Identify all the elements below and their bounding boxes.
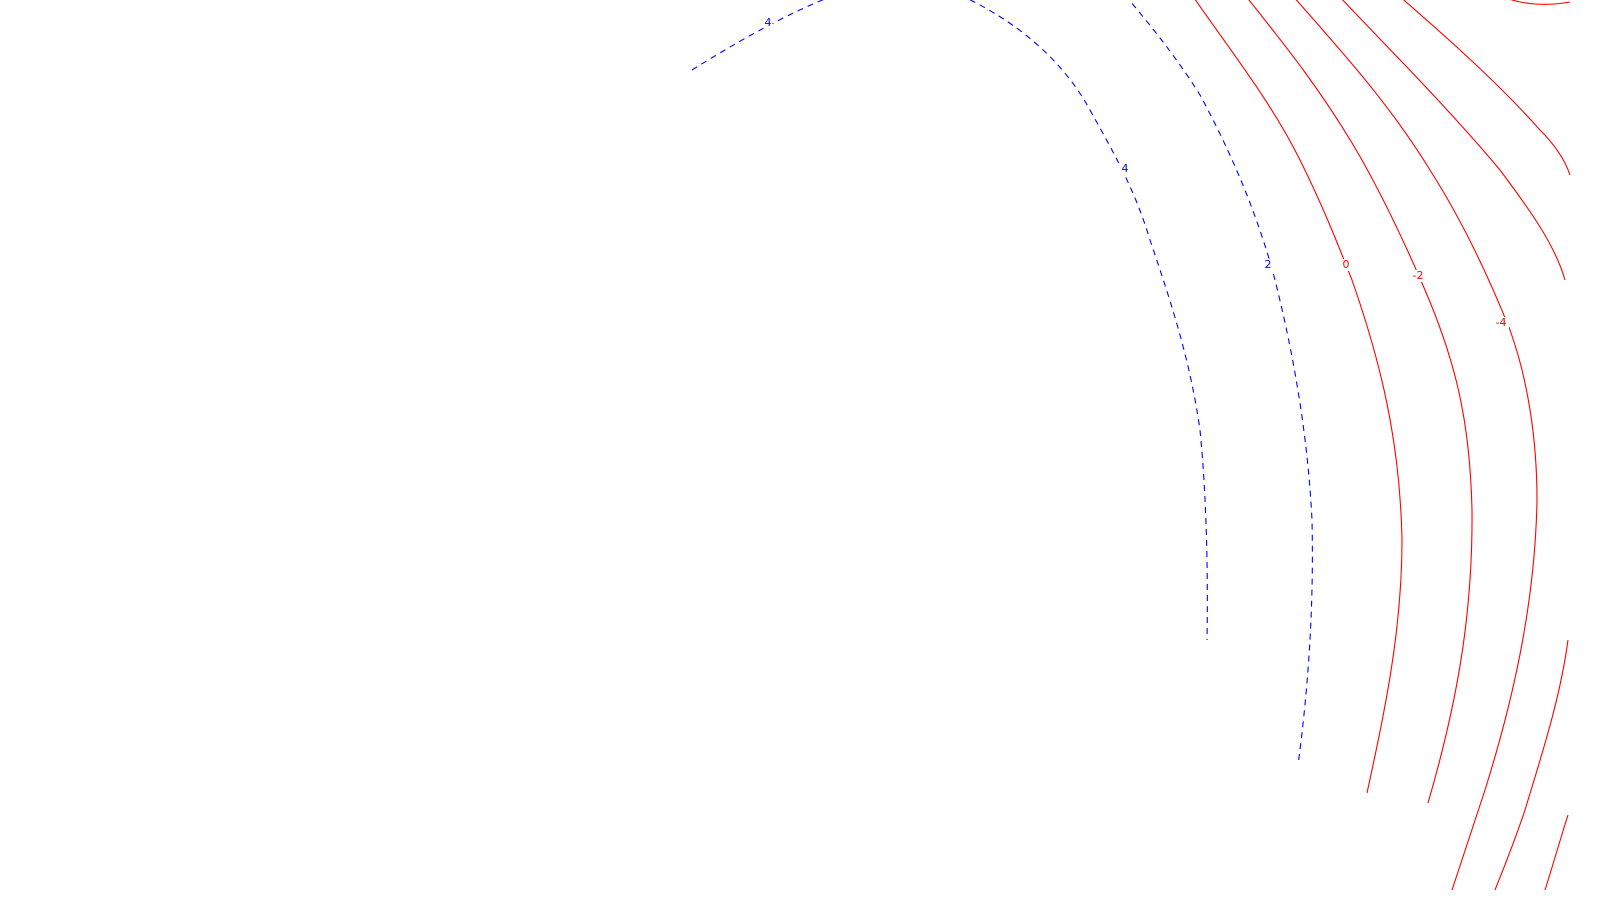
contour-line-4 (691, 0, 1208, 641)
contour-line-2 (1128, 0, 1313, 766)
contour-lines (691, 0, 1571, 891)
contour-line-0 (1194, 0, 1403, 794)
contour-label-neg4: -4 (1496, 316, 1507, 329)
contour-label-bg (1120, 163, 1130, 175)
contour-label-bg (763, 17, 773, 29)
contour-label-4: 4 (1122, 162, 1129, 175)
contour-line-unlabeled-5 (1341, 0, 1571, 281)
contour-label-bg (1410, 270, 1426, 282)
contour-label-2: 2 (1265, 258, 1272, 271)
contour-label-bg (1263, 259, 1273, 271)
contour-line-neg2 (1248, 0, 1473, 804)
contour-line-unlabeled-6 (1494, 0, 1571, 891)
contour-label-bg (1493, 317, 1509, 329)
contour-label-extra: 4 (765, 16, 772, 29)
contour-label-neg2: -2 (1413, 269, 1424, 282)
contour-label-bg (1341, 259, 1351, 271)
contour-labels: 4 2 0 -2 -4 4 (763, 16, 1509, 329)
contour-label-0: 0 (1343, 258, 1350, 271)
contour-line-neg4 (1295, 0, 1538, 891)
